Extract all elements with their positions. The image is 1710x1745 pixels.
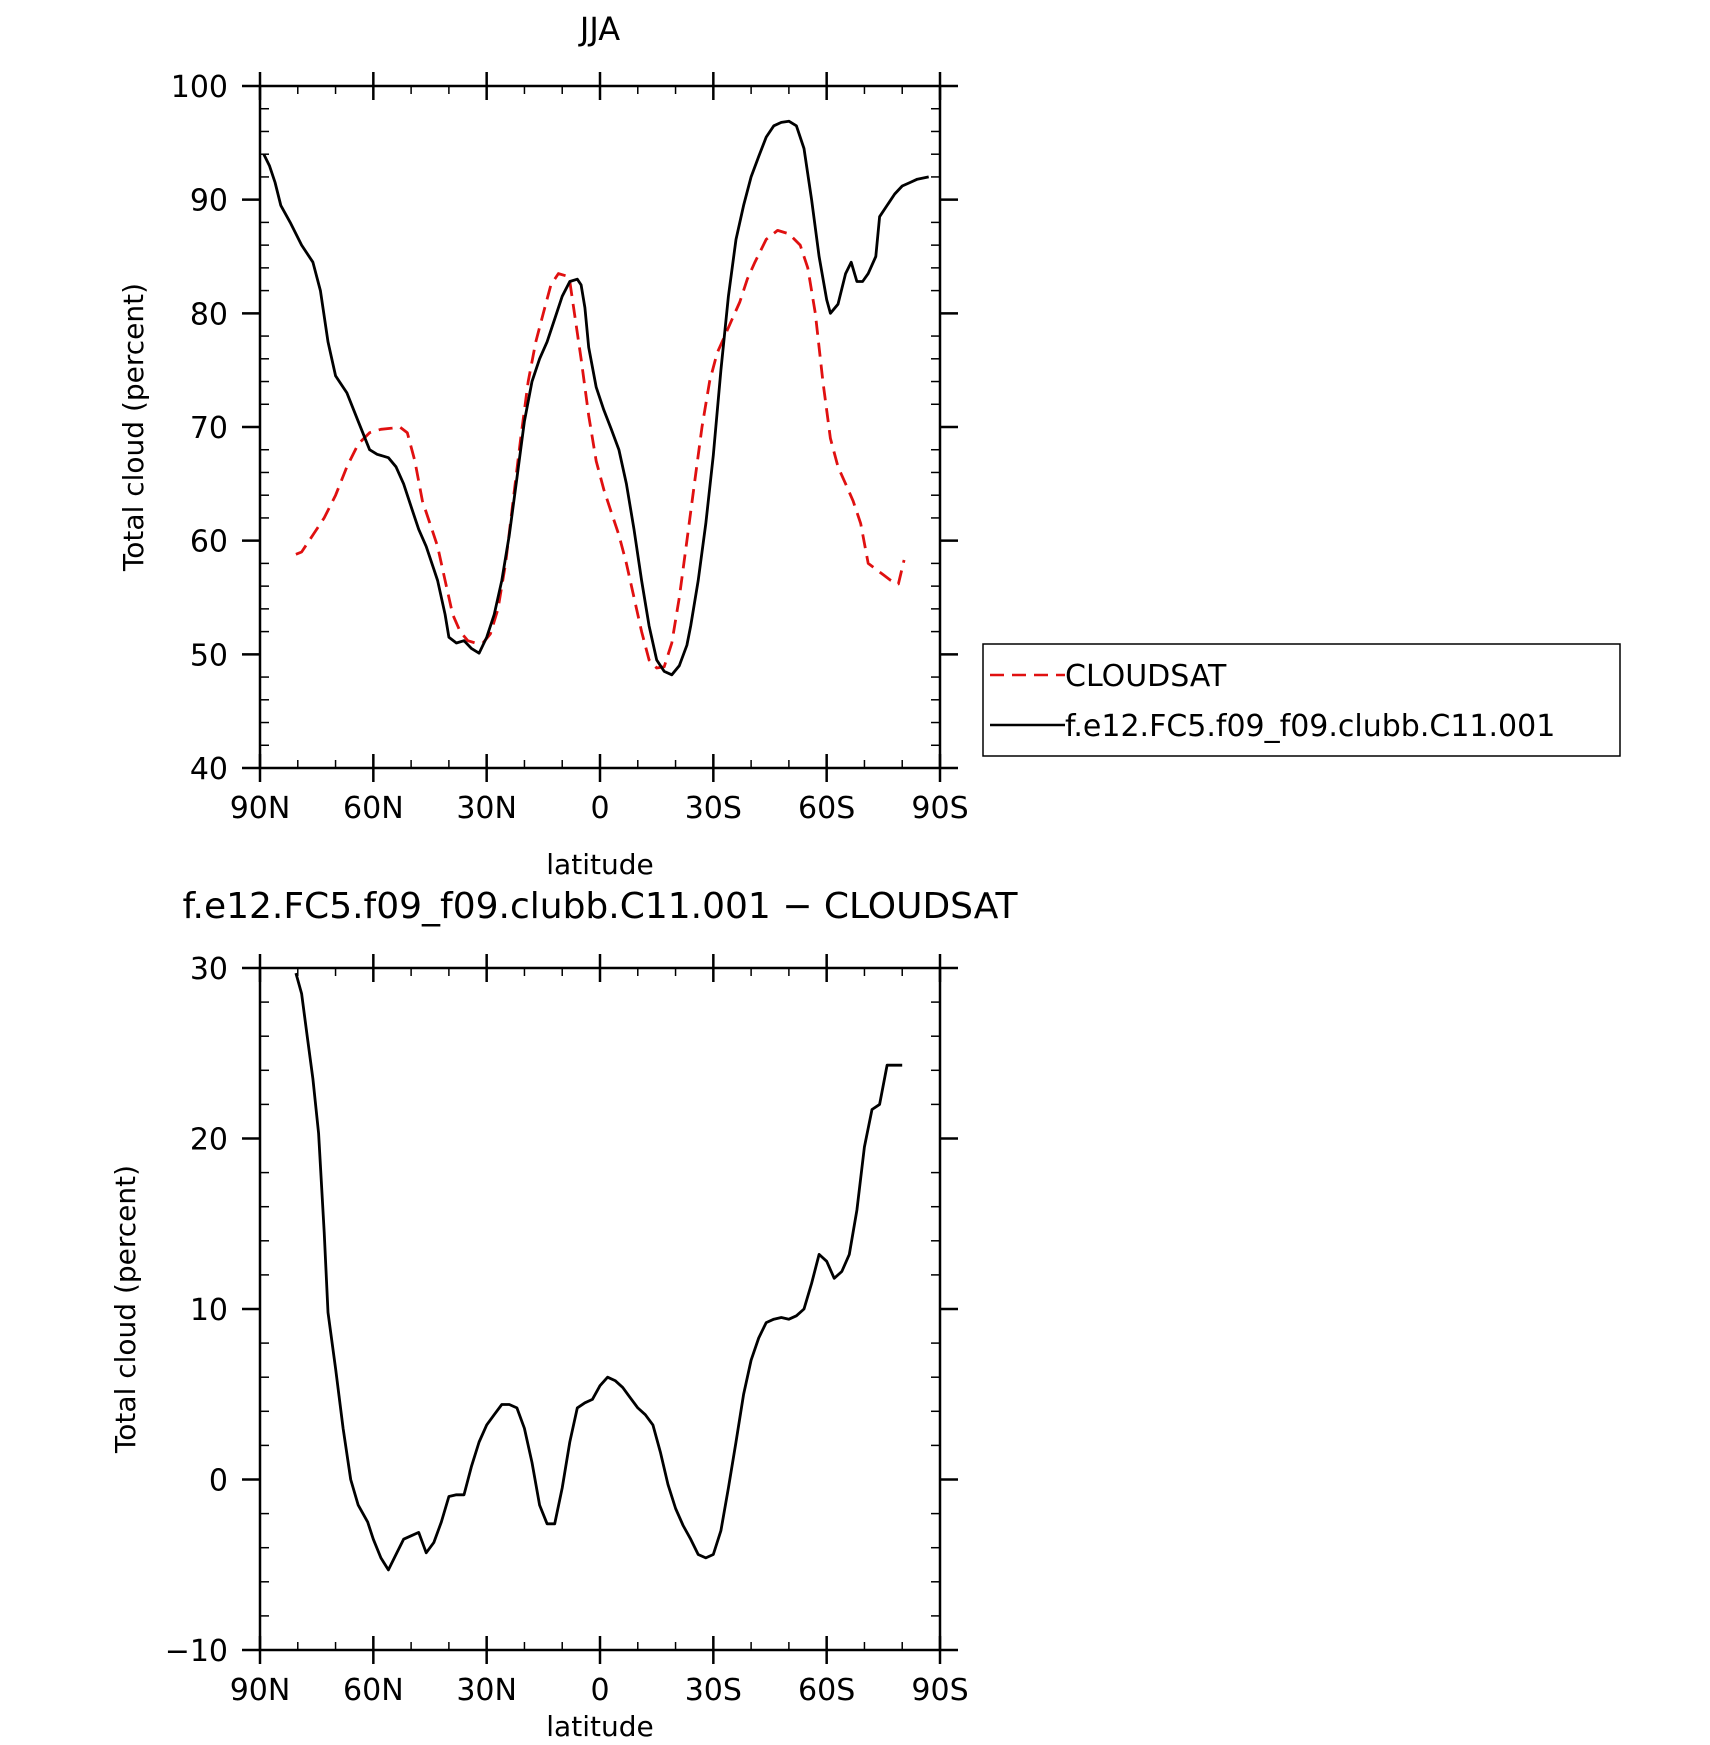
bottom-panel-series xyxy=(294,972,903,1572)
bottom-x-tick-label: 30N xyxy=(456,1673,517,1708)
top-y-tick-label: 90 xyxy=(190,184,228,219)
bottom-panel-gridticks xyxy=(242,954,958,1664)
top-y-tick-label: 60 xyxy=(190,525,228,560)
bottom-x-tick-label: 0 xyxy=(590,1673,609,1708)
bottom-x-tick-label: 60S xyxy=(798,1673,855,1708)
bottom-x-tick-label: 30S xyxy=(685,1673,742,1708)
top-x-tick-label: 0 xyxy=(590,791,609,826)
bottom-y-tick-label: 20 xyxy=(190,1123,228,1158)
top-panel-gridticks xyxy=(242,72,958,782)
legend-box xyxy=(982,643,1621,757)
bottom-panel: f.e12.FC5.f09_f09.clubb.C11.001 − CLOUDS… xyxy=(109,886,1019,1743)
top-panel-tick-labels: 90N 60N 30N 0 30S 60S 90S 100 90 80 70 60 50 40 xyxy=(171,70,969,826)
bottom-y-tick-label: 0 xyxy=(209,1464,228,1499)
top-panel-title: JJA xyxy=(578,10,620,48)
bottom-x-tick-label: 90N xyxy=(230,1673,291,1708)
top-x-tick-label: 60N xyxy=(343,791,404,826)
top-panel-y-axis-label: Total cloud (percent) xyxy=(117,283,150,572)
top-panel-x-axis-label: latitude xyxy=(546,848,653,881)
bottom-x-tick-label: 60N xyxy=(343,1673,404,1708)
bottom-x-tick-label: 90S xyxy=(911,1673,968,1708)
top-x-tick-label: 30N xyxy=(456,791,517,826)
bottom-panel-tick-labels: 90N 60N 30N 0 30S 60S 90S 30 20 10 0 −10 xyxy=(165,952,969,1708)
top-panel-series xyxy=(262,119,929,677)
top-panel-plot-frame xyxy=(258,84,942,770)
top-series-cloudsat-line xyxy=(295,228,906,670)
top-x-tick-label: 90N xyxy=(230,791,291,826)
top-series-f-e12-fc5-f09-f09-clubb-c11-001-line xyxy=(262,119,929,677)
top-x-tick-label: 90S xyxy=(911,791,968,826)
bottom-panel-plot-frame xyxy=(258,966,942,1652)
top-panel: JJA 90N 60N 30N 0 30S 60S 90S 100 90 80 70 60 50 40 l… xyxy=(117,10,969,881)
bottom-y-tick-label: 30 xyxy=(190,952,228,987)
legend: CLOUDSAT f.e12.FC5.f09_f09.clubb.C11.001 xyxy=(982,643,1621,757)
bottom-series-difference-line xyxy=(294,972,903,1572)
bottom-panel-y-axis-label: Total cloud (percent) xyxy=(109,1165,142,1454)
top-y-tick-label: 70 xyxy=(190,411,228,446)
bottom-y-tick-label: 10 xyxy=(190,1293,228,1328)
bottom-panel-title: f.e12.FC5.f09_f09.clubb.C11.001 − CLOUDS… xyxy=(182,886,1018,927)
top-y-tick-label: 100 xyxy=(171,70,228,105)
top-y-tick-label: 40 xyxy=(190,752,228,787)
bottom-panel-x-axis-label: latitude xyxy=(546,1710,653,1743)
legend-label-model: f.e12.FC5.f09_f09.clubb.C11.001 xyxy=(1065,709,1555,744)
top-y-tick-label: 80 xyxy=(190,297,228,332)
top-y-tick-label: 50 xyxy=(190,638,228,673)
top-x-tick-label: 60S xyxy=(798,791,855,826)
bottom-y-tick-label: −10 xyxy=(165,1634,228,1669)
legend-label-cloudsat: CLOUDSAT xyxy=(1065,659,1227,694)
top-x-tick-label: 30S xyxy=(685,791,742,826)
